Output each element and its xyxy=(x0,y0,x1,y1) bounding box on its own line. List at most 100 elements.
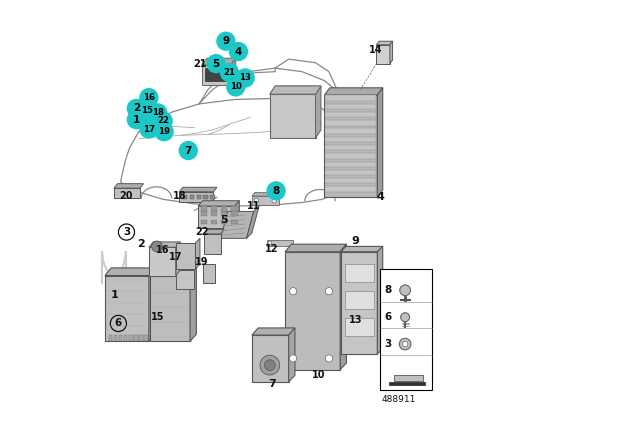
Text: 15: 15 xyxy=(151,312,164,322)
FancyBboxPatch shape xyxy=(140,335,143,341)
Text: 8: 8 xyxy=(384,285,391,295)
Text: 4: 4 xyxy=(376,192,385,202)
Polygon shape xyxy=(390,41,392,64)
FancyBboxPatch shape xyxy=(134,335,138,341)
Polygon shape xyxy=(203,264,215,283)
Polygon shape xyxy=(150,274,190,341)
Circle shape xyxy=(138,102,156,120)
Text: 9: 9 xyxy=(351,236,359,246)
FancyBboxPatch shape xyxy=(129,335,132,341)
Circle shape xyxy=(325,355,333,362)
Polygon shape xyxy=(394,375,423,381)
Circle shape xyxy=(227,78,244,96)
Circle shape xyxy=(154,112,172,130)
Text: 1: 1 xyxy=(132,115,140,125)
FancyBboxPatch shape xyxy=(210,195,215,199)
Polygon shape xyxy=(114,184,143,188)
FancyBboxPatch shape xyxy=(325,120,376,125)
FancyBboxPatch shape xyxy=(325,186,376,192)
FancyBboxPatch shape xyxy=(201,211,207,216)
Text: 22: 22 xyxy=(195,227,209,237)
Polygon shape xyxy=(252,335,289,382)
Polygon shape xyxy=(204,229,224,234)
Circle shape xyxy=(155,123,173,141)
Circle shape xyxy=(399,338,411,350)
Circle shape xyxy=(140,89,158,107)
Polygon shape xyxy=(190,267,196,341)
Circle shape xyxy=(236,69,254,87)
Polygon shape xyxy=(389,382,425,385)
Polygon shape xyxy=(246,206,259,238)
Polygon shape xyxy=(105,268,155,276)
FancyBboxPatch shape xyxy=(119,335,122,341)
Polygon shape xyxy=(376,41,392,45)
FancyBboxPatch shape xyxy=(201,220,207,224)
FancyBboxPatch shape xyxy=(183,195,188,199)
Polygon shape xyxy=(149,268,155,341)
Text: 7: 7 xyxy=(184,146,192,155)
Text: 11: 11 xyxy=(247,201,260,211)
FancyBboxPatch shape xyxy=(221,220,227,224)
Polygon shape xyxy=(176,243,195,269)
FancyBboxPatch shape xyxy=(211,211,217,216)
Text: 7: 7 xyxy=(269,379,276,389)
FancyBboxPatch shape xyxy=(211,220,217,224)
Polygon shape xyxy=(149,247,176,276)
Polygon shape xyxy=(324,88,383,95)
Polygon shape xyxy=(195,238,200,269)
Circle shape xyxy=(401,313,410,322)
Text: 17: 17 xyxy=(168,252,182,262)
Polygon shape xyxy=(105,276,149,341)
Text: 488911: 488911 xyxy=(382,395,416,404)
FancyBboxPatch shape xyxy=(231,211,237,216)
Text: 22: 22 xyxy=(157,116,169,125)
Text: 14: 14 xyxy=(369,45,383,55)
Polygon shape xyxy=(149,242,180,247)
FancyBboxPatch shape xyxy=(145,335,148,341)
FancyBboxPatch shape xyxy=(345,264,374,282)
FancyBboxPatch shape xyxy=(325,162,376,167)
Circle shape xyxy=(400,285,410,296)
FancyBboxPatch shape xyxy=(211,206,217,211)
Polygon shape xyxy=(204,234,221,254)
FancyBboxPatch shape xyxy=(201,206,207,211)
Text: 6: 6 xyxy=(384,312,391,322)
Circle shape xyxy=(264,360,275,370)
Text: 1: 1 xyxy=(111,290,118,300)
FancyBboxPatch shape xyxy=(221,211,227,216)
FancyBboxPatch shape xyxy=(325,95,376,101)
Circle shape xyxy=(272,198,276,203)
Polygon shape xyxy=(376,45,390,64)
Polygon shape xyxy=(289,328,295,382)
FancyBboxPatch shape xyxy=(231,206,237,211)
Polygon shape xyxy=(198,206,235,228)
FancyBboxPatch shape xyxy=(221,206,227,211)
Text: 18: 18 xyxy=(173,191,187,201)
FancyBboxPatch shape xyxy=(325,112,376,117)
Circle shape xyxy=(268,241,271,245)
Text: 4: 4 xyxy=(235,47,242,56)
Polygon shape xyxy=(324,95,378,197)
FancyBboxPatch shape xyxy=(204,195,208,199)
Polygon shape xyxy=(267,240,293,246)
Polygon shape xyxy=(176,242,180,276)
Text: 13: 13 xyxy=(239,73,251,82)
Polygon shape xyxy=(270,86,321,94)
Polygon shape xyxy=(230,58,236,85)
FancyBboxPatch shape xyxy=(189,195,194,199)
FancyBboxPatch shape xyxy=(325,178,376,184)
Circle shape xyxy=(260,355,280,375)
Polygon shape xyxy=(340,244,346,370)
Polygon shape xyxy=(235,201,239,228)
Polygon shape xyxy=(270,86,321,94)
Circle shape xyxy=(152,241,163,252)
Text: 18: 18 xyxy=(152,108,164,117)
Text: 19: 19 xyxy=(195,257,209,267)
Text: 5: 5 xyxy=(212,59,220,69)
Circle shape xyxy=(140,120,158,138)
Polygon shape xyxy=(202,58,236,65)
FancyBboxPatch shape xyxy=(109,335,112,341)
FancyBboxPatch shape xyxy=(325,153,376,159)
Circle shape xyxy=(217,32,235,50)
Polygon shape xyxy=(114,188,140,198)
